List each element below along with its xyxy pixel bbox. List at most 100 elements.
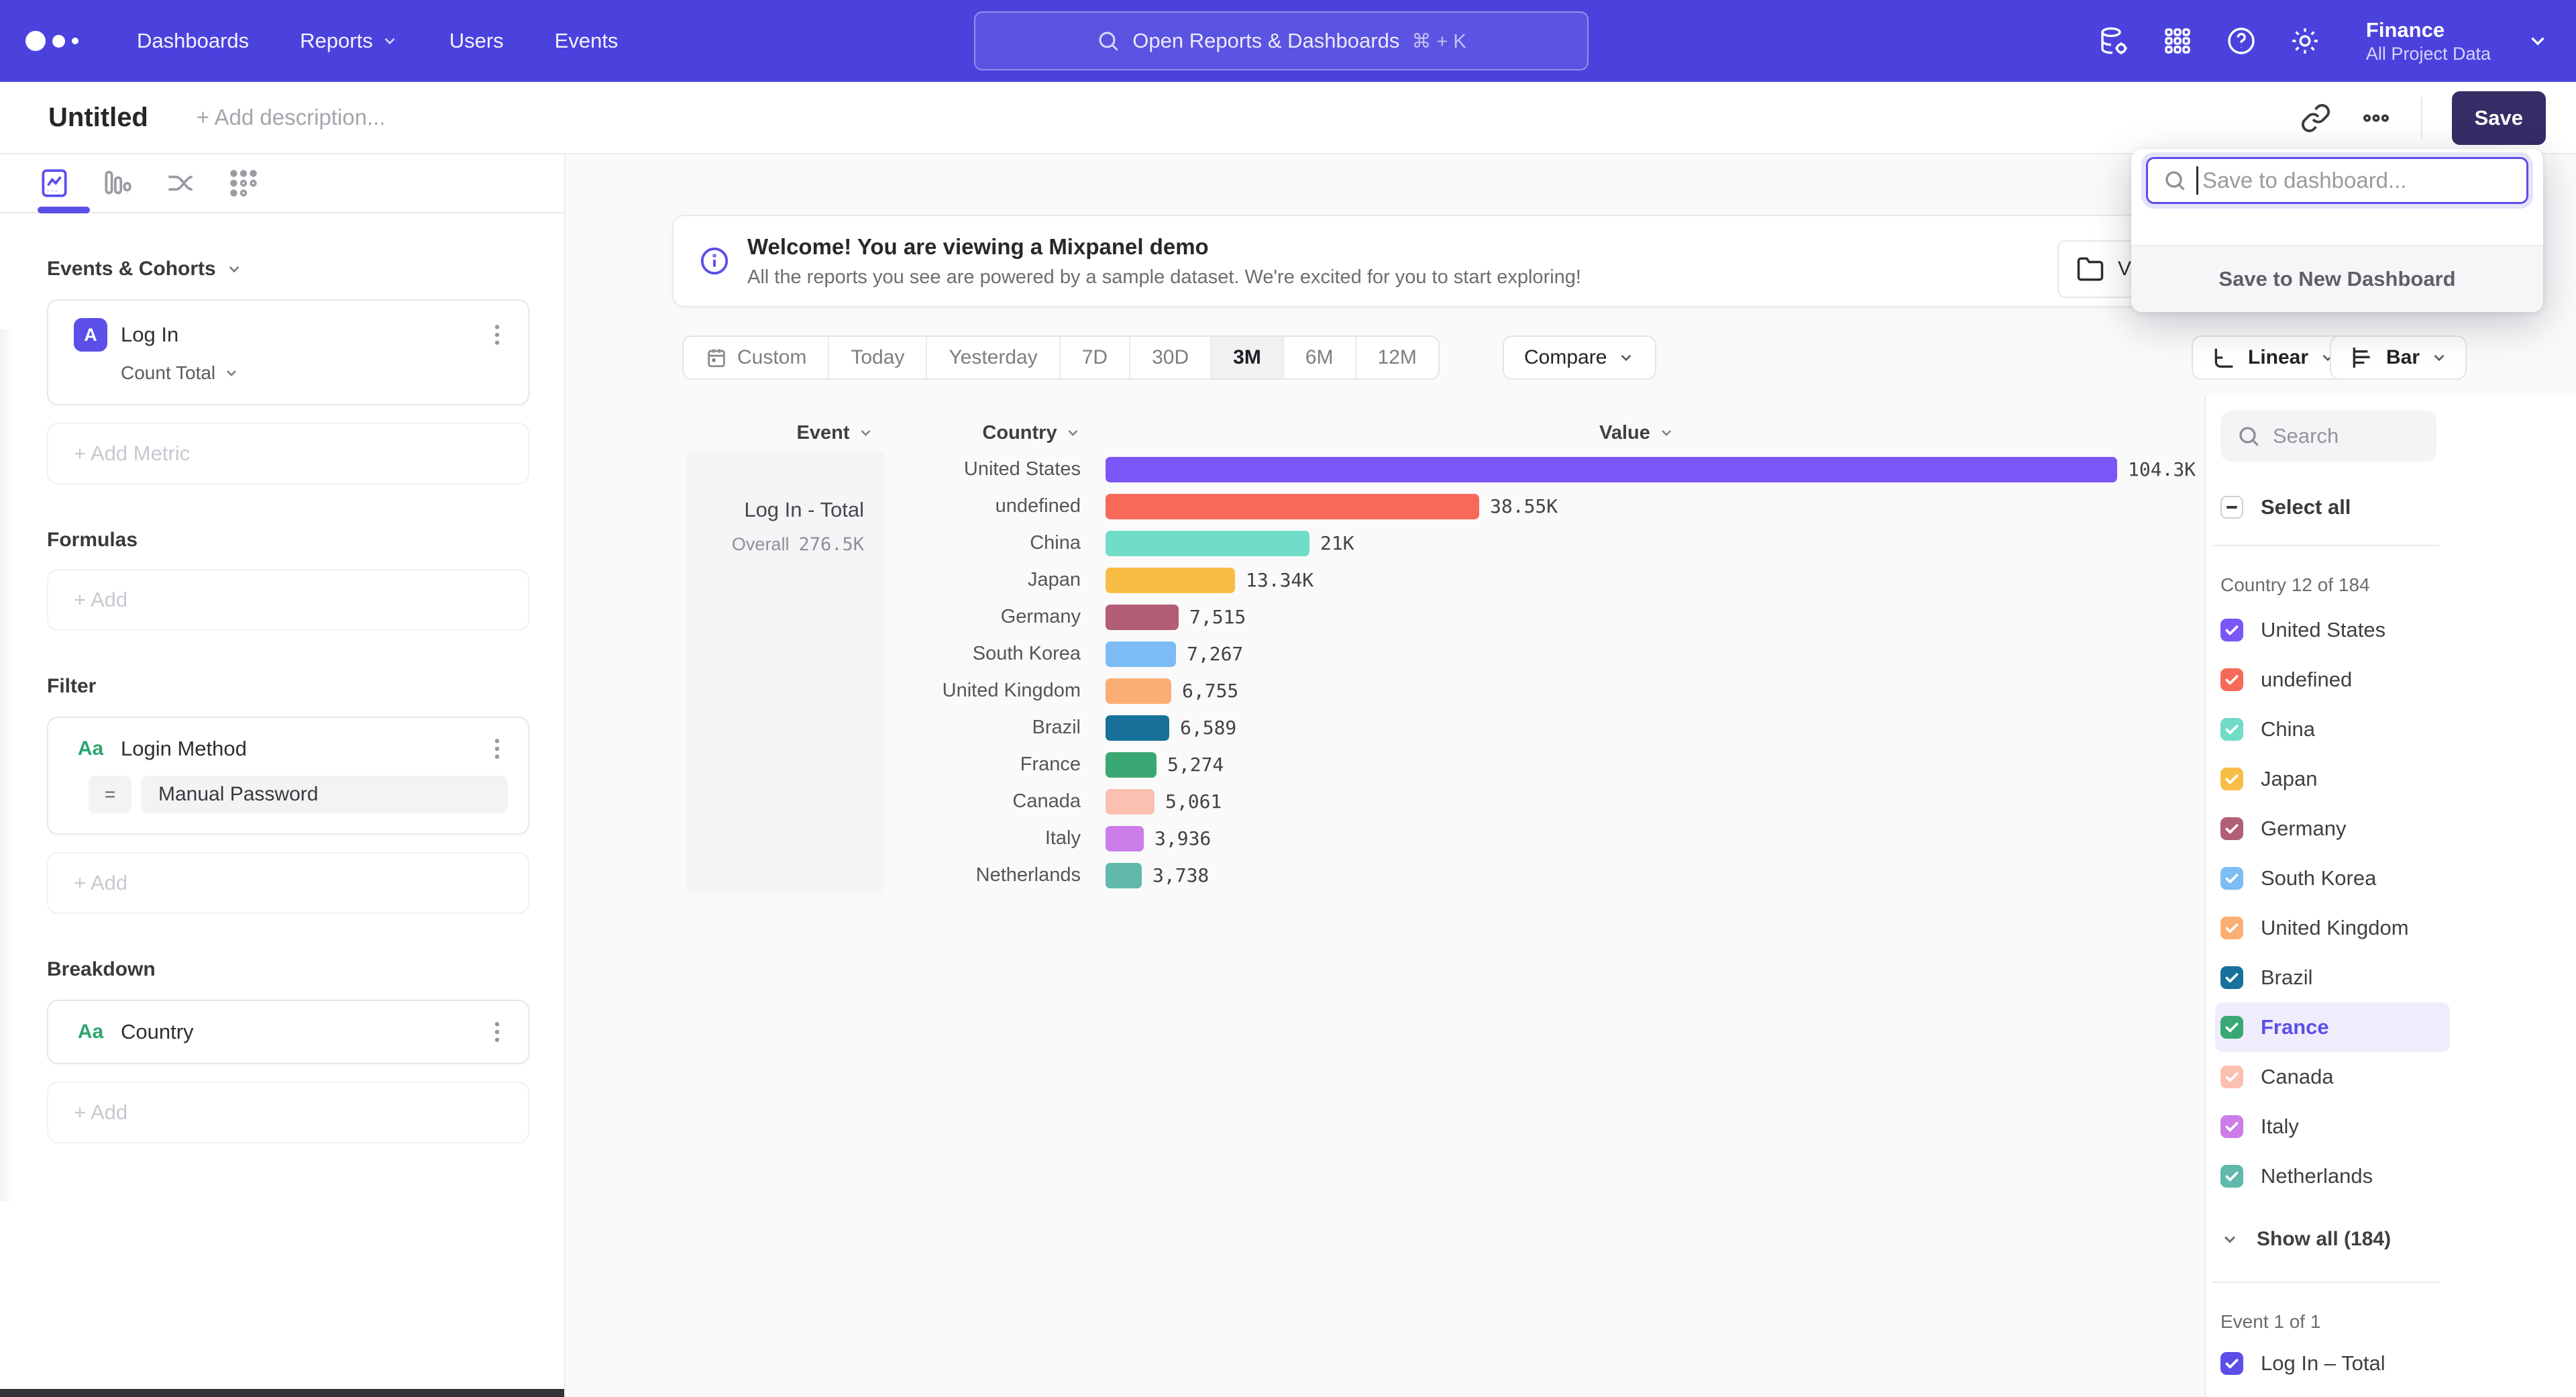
compare-button[interactable]: Compare [1503, 335, 1657, 380]
save-to-new-dashboard-button[interactable]: Save to New Dashboard [2131, 245, 2543, 312]
header-label: Country [982, 421, 1057, 444]
legend-search-input[interactable] [2273, 424, 2427, 448]
filter-operator[interactable]: = [89, 776, 131, 813]
breakdown-card[interactable]: Aa Country [47, 1000, 529, 1064]
scale-selector[interactable]: Linear [2192, 335, 2356, 380]
date-range-option[interactable]: 30D [1130, 337, 1212, 378]
country-checkbox[interactable] [2220, 768, 2243, 790]
tab-flows-icon[interactable] [164, 166, 197, 200]
filter-card[interactable]: Aa Login Method = Manual Password [47, 717, 529, 835]
global-search-button[interactable]: Open Reports & Dashboards ⌘ + K [974, 11, 1589, 70]
legend-country-item[interactable]: France [2215, 1002, 2450, 1052]
add-filter-button[interactable]: + Add [47, 852, 529, 914]
event-summary-cell[interactable]: Log In - Total Overall 276.5K [686, 451, 884, 892]
date-range-option[interactable]: Today [829, 337, 928, 378]
legend-country-item[interactable]: Italy [2215, 1102, 2450, 1151]
country-checkbox[interactable] [2220, 619, 2243, 641]
date-range-option[interactable]: 7D [1061, 337, 1131, 378]
metric-aggregation[interactable]: Count Total [48, 352, 528, 404]
more-options-icon[interactable] [2361, 103, 2392, 134]
nav-menu-item[interactable]: Users [449, 29, 504, 53]
legend-country-item[interactable]: Germany [2215, 804, 2450, 853]
country-checkbox[interactable] [2220, 817, 2243, 840]
select-all-row[interactable]: Select all [2220, 495, 2576, 519]
nav-menu-item[interactable]: Events [555, 29, 619, 53]
report-type-tabs [0, 154, 564, 213]
value-bar[interactable] [1106, 641, 1176, 667]
legend-event-item[interactable]: Log In – Total [2220, 1351, 2576, 1376]
value-bar[interactable] [1106, 825, 1144, 851]
value-bar[interactable] [1106, 715, 1169, 741]
event-column-header[interactable]: Event [797, 419, 874, 446]
country-checkbox[interactable] [2220, 867, 2243, 890]
filter-property-name[interactable]: Login Method [121, 737, 247, 760]
tab-retention-icon[interactable] [227, 166, 260, 200]
tab-insights-icon[interactable] [38, 166, 71, 200]
apps-grid-icon[interactable] [2161, 25, 2194, 57]
nav-menu-item[interactable]: Reports [300, 29, 398, 53]
filter-value[interactable]: Manual Password [141, 776, 508, 813]
date-range-option[interactable]: 12M [1356, 337, 1438, 378]
country-column-header[interactable]: Country [982, 419, 1081, 446]
value-bar[interactable] [1106, 567, 1235, 593]
value-bar[interactable] [1106, 530, 1309, 556]
mixpanel-logo[interactable] [25, 31, 93, 51]
country-checkbox[interactable] [2220, 917, 2243, 939]
add-description-field[interactable]: + Add description... [196, 105, 386, 130]
metric-options-icon[interactable] [484, 321, 511, 348]
legend-country-item[interactable]: Japan [2215, 754, 2450, 804]
legend-search[interactable] [2220, 411, 2436, 462]
breakdown-property-name[interactable]: Country [121, 1020, 194, 1043]
metric-card[interactable]: A Log In Count Total [47, 299, 529, 405]
event-checkbox[interactable] [2220, 1352, 2243, 1375]
value-bar[interactable] [1106, 752, 1157, 778]
legend-country-item[interactable]: Canada [2215, 1052, 2450, 1102]
country-checkbox[interactable] [2220, 668, 2243, 691]
settings-gear-icon[interactable] [2289, 25, 2321, 57]
value-bar[interactable] [1106, 493, 1479, 519]
breakdown-options-icon[interactable] [484, 1019, 511, 1045]
save-button[interactable]: Save [2451, 91, 2546, 145]
show-all-button[interactable]: Show all (184) [2220, 1228, 2576, 1251]
value-column-header[interactable]: Value [1599, 419, 1674, 446]
date-range-option[interactable]: 3M [1212, 337, 1284, 378]
date-range-option[interactable]: Custom [684, 337, 830, 378]
add-formula-button[interactable]: + Add [47, 569, 529, 631]
project-switcher[interactable]: Finance All Project Data [2366, 17, 2491, 64]
value-bar[interactable] [1106, 456, 2117, 482]
legend-country-item[interactable]: Netherlands [2215, 1151, 2450, 1201]
help-icon[interactable] [2225, 25, 2257, 57]
save-dashboard-search-input[interactable]: Save to dashboard... [2146, 157, 2528, 204]
section-events-cohorts[interactable]: Events & Cohorts [47, 258, 529, 280]
legend-country-item[interactable]: United States [2215, 605, 2450, 655]
legend-country-item[interactable]: United Kingdom [2215, 903, 2450, 953]
date-range-option[interactable]: 6M [1284, 337, 1356, 378]
select-all-checkbox[interactable] [2220, 496, 2243, 519]
legend-country-item[interactable]: Brazil [2215, 953, 2450, 1002]
metric-name[interactable]: Log In [121, 323, 179, 346]
add-breakdown-button[interactable]: + Add [47, 1082, 529, 1143]
filter-options-icon[interactable] [484, 735, 511, 762]
legend-country-item[interactable]: South Korea [2215, 853, 2450, 903]
legend-country-item[interactable]: undefined [2215, 655, 2450, 705]
value-bar[interactable] [1106, 678, 1171, 704]
legend-country-item[interactable]: China [2215, 705, 2450, 754]
chart-type-selector[interactable]: Bar [2330, 335, 2467, 380]
nav-menu-item[interactable]: Dashboards [137, 29, 249, 53]
copy-link-icon[interactable] [2300, 103, 2331, 134]
horizontal-scrollbar[interactable] [0, 1389, 564, 1397]
country-checkbox[interactable] [2220, 966, 2243, 989]
date-range-option[interactable]: Yesterday [927, 337, 1061, 378]
value-bar[interactable] [1106, 788, 1155, 815]
value-bar[interactable] [1106, 604, 1179, 630]
data-management-icon[interactable] [2098, 25, 2130, 57]
country-checkbox[interactable] [2220, 718, 2243, 741]
country-checkbox[interactable] [2220, 1165, 2243, 1188]
country-checkbox[interactable] [2220, 1066, 2243, 1088]
report-title[interactable]: Untitled [48, 102, 148, 132]
add-metric-button[interactable]: + Add Metric [47, 423, 529, 484]
value-bar[interactable] [1106, 862, 1142, 888]
tab-funnels-icon[interactable] [101, 166, 134, 200]
country-checkbox[interactable] [2220, 1016, 2243, 1039]
country-checkbox[interactable] [2220, 1115, 2243, 1138]
